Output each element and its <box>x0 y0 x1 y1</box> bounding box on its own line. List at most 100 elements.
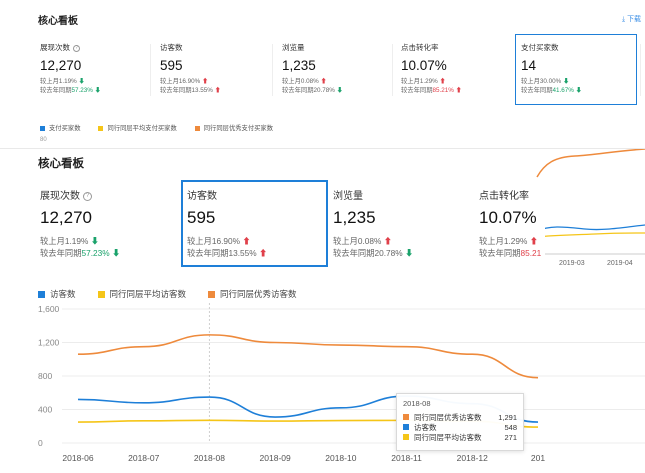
tooltip-series-name: 同行同层平均访客数 <box>414 432 504 443</box>
tooltip-swatch <box>403 434 409 440</box>
x-tick-label: 2018-06 <box>62 453 93 463</box>
card-value: 10.07% <box>479 208 545 228</box>
y-tick-label: 400 <box>38 405 52 415</box>
arrow-up-icon: ⬆ <box>440 78 446 85</box>
divider <box>392 44 393 96</box>
small-card-value: 10.07% <box>401 58 462 73</box>
small-card-yoy: 较去年同期 <box>40 87 71 94</box>
arrow-down-icon: ⬇ <box>576 87 582 94</box>
card-impressions[interactable]: 展现次数? 12,270 较上月1.19% ⬇较去年同期57.23% ⬇ <box>40 187 120 259</box>
legend-label: 同行同层优秀支付买家数 <box>204 125 273 132</box>
mini-trend-chart: 2019-03 2019-04 <box>535 149 645 269</box>
arrow-up-icon: ⬆ <box>530 236 538 246</box>
card-yoy: 较去年同期 <box>479 248 521 258</box>
small-card-mom: 较上月1.29% <box>401 78 438 85</box>
small-card-label: 浏览量 <box>282 42 343 53</box>
small-card-mom: 较上月0.08% <box>282 78 319 85</box>
small-card-label: 访客数 <box>160 42 221 53</box>
small-card-pageviews[interactable]: 浏览量 1,235 较上月0.08% ⬆较去年同期20.78% ⬇ <box>282 42 343 104</box>
small-card-yoy: 较去年同期 <box>401 87 432 94</box>
card-yoy-value: 57.23% <box>82 248 110 258</box>
card-mom: 较上月0.08% <box>333 236 381 246</box>
legend-item[interactable]: 同行同层优秀支付买家数 <box>195 123 273 132</box>
divider <box>150 44 151 96</box>
small-card-impressions[interactable]: 展现次数? 12,270 较上月1.19% ⬇较去年同期57.23% ⬇ <box>40 42 101 104</box>
top-chart-y-tick: 80 <box>40 137 47 143</box>
x-tick-label: 2018-09 <box>260 453 291 463</box>
legend-swatch <box>40 126 45 131</box>
top-chart-legend: 支付买家数 同行同层平均支付买家数 同行同层优秀支付买家数 <box>40 123 273 132</box>
card-yoy: 较去年同期20.78% <box>333 248 403 258</box>
small-card-visitors[interactable]: 访客数 595 较上月16.90% ⬆较去年同期13.55% ⬆ <box>160 42 221 104</box>
x-tick-label: 2018-07 <box>128 453 159 463</box>
legend-swatch <box>195 126 200 131</box>
main-panel-title: 核心看板 <box>38 155 84 171</box>
card-ctr[interactable]: 点击转化率 10.07% 较上月1.29% ⬆ 较去年同期85.21 <box>479 187 545 259</box>
legend-label: 同行同层平均支付买家数 <box>107 125 176 132</box>
tooltip-series-value: 1,291 <box>498 413 517 422</box>
small-card-yoy-value: 41.67% <box>552 87 573 94</box>
x-tick-label: 2018-11 <box>391 453 422 463</box>
x-tick-label: 2018-10 <box>325 453 356 463</box>
divider <box>640 44 641 96</box>
small-card-label: 点击转化率 <box>401 42 462 53</box>
card-label: 浏览量 <box>333 187 413 202</box>
y-tick-label: 1,600 <box>38 304 60 314</box>
mini-line-blue <box>537 225 645 231</box>
mini-tick-label: 2019-03 <box>559 260 585 267</box>
y-tick-label: 800 <box>38 371 52 381</box>
arrow-up-icon: ⬆ <box>202 78 208 85</box>
card-mom: 较上月1.29% <box>479 236 527 246</box>
y-tick-label: 0 <box>38 438 43 448</box>
card-label: 点击转化率 <box>479 187 545 202</box>
arrow-up-icon: ⬆ <box>321 78 327 85</box>
card-label: 访客数 <box>187 187 267 202</box>
small-card-yoy: 较去年同期 <box>521 87 552 94</box>
arrow-up-icon: ⬆ <box>384 236 392 246</box>
small-card-paying-buyers[interactable]: 支付买家数 14 较上月30.00% ⬇较去年同期41.67% ⬇ <box>521 42 582 104</box>
card-yoy-value: 85.21 <box>521 248 542 258</box>
top-panel-title: 核心看板 <box>38 12 78 27</box>
small-card-mom: 较上月16.90% <box>160 78 200 85</box>
arrow-down-icon: ⬇ <box>563 78 569 85</box>
card-yoy: 较去年同期13.55% <box>187 248 257 258</box>
divider <box>272 44 273 96</box>
legend-label: 支付买家数 <box>49 125 80 132</box>
card-yoy: 较去年同期 <box>40 248 82 258</box>
small-card-ctr[interactable]: 点击转化率 10.07% 较上月1.29% ⬆较去年同期85.21% ⬆ <box>401 42 462 104</box>
x-tick-label: 2018-12 <box>457 453 488 463</box>
arrow-down-icon: ⬇ <box>112 248 120 258</box>
arrow-down-icon: ⬇ <box>79 78 85 85</box>
legend-swatch <box>98 126 103 131</box>
tooltip-series-value: 271 <box>504 433 517 442</box>
mini-line-orange <box>537 149 645 177</box>
info-icon[interactable]: ? <box>83 192 92 201</box>
small-card-label: 支付买家数 <box>521 42 582 53</box>
small-card-yoy-value: 85.21% <box>432 87 453 94</box>
arrow-up-icon: ⬆ <box>242 236 250 246</box>
small-card-value: 595 <box>160 58 221 73</box>
small-card-value: 14 <box>521 58 582 73</box>
card-pageviews[interactable]: 浏览量 1,235 较上月0.08% ⬆较去年同期20.78% ⬇ <box>333 187 413 259</box>
arrow-down-icon: ⬇ <box>91 236 99 246</box>
legend-item[interactable]: 支付买家数 <box>40 123 80 132</box>
small-card-mom: 较上月1.19% <box>40 78 77 85</box>
arrow-down-icon: ⬇ <box>405 248 413 258</box>
card-value: 595 <box>187 208 267 228</box>
info-icon[interactable]: ? <box>73 45 80 52</box>
legend-item[interactable]: 同行同层平均支付买家数 <box>98 123 176 132</box>
small-card-value: 1,235 <box>282 58 343 73</box>
x-tick-label: 2018-08 <box>194 453 225 463</box>
card-visitors[interactable]: 访客数 595 较上月16.90% ⬆较去年同期13.55% ⬆ <box>187 187 267 259</box>
x-tick-label: 201 <box>531 453 545 463</box>
download-button[interactable]: ⤓ 下载 <box>622 14 641 24</box>
arrow-up-icon: ⬆ <box>259 248 267 258</box>
tooltip-swatch <box>403 424 409 430</box>
tooltip-title: 2018-08 <box>403 399 517 408</box>
top-dashboard-panel: 核心看板 ⤓ 下载 展现次数? 12,270 较上月1.19% ⬇较去年同期57… <box>0 0 645 148</box>
download-icon: ⤓ <box>622 16 625 23</box>
